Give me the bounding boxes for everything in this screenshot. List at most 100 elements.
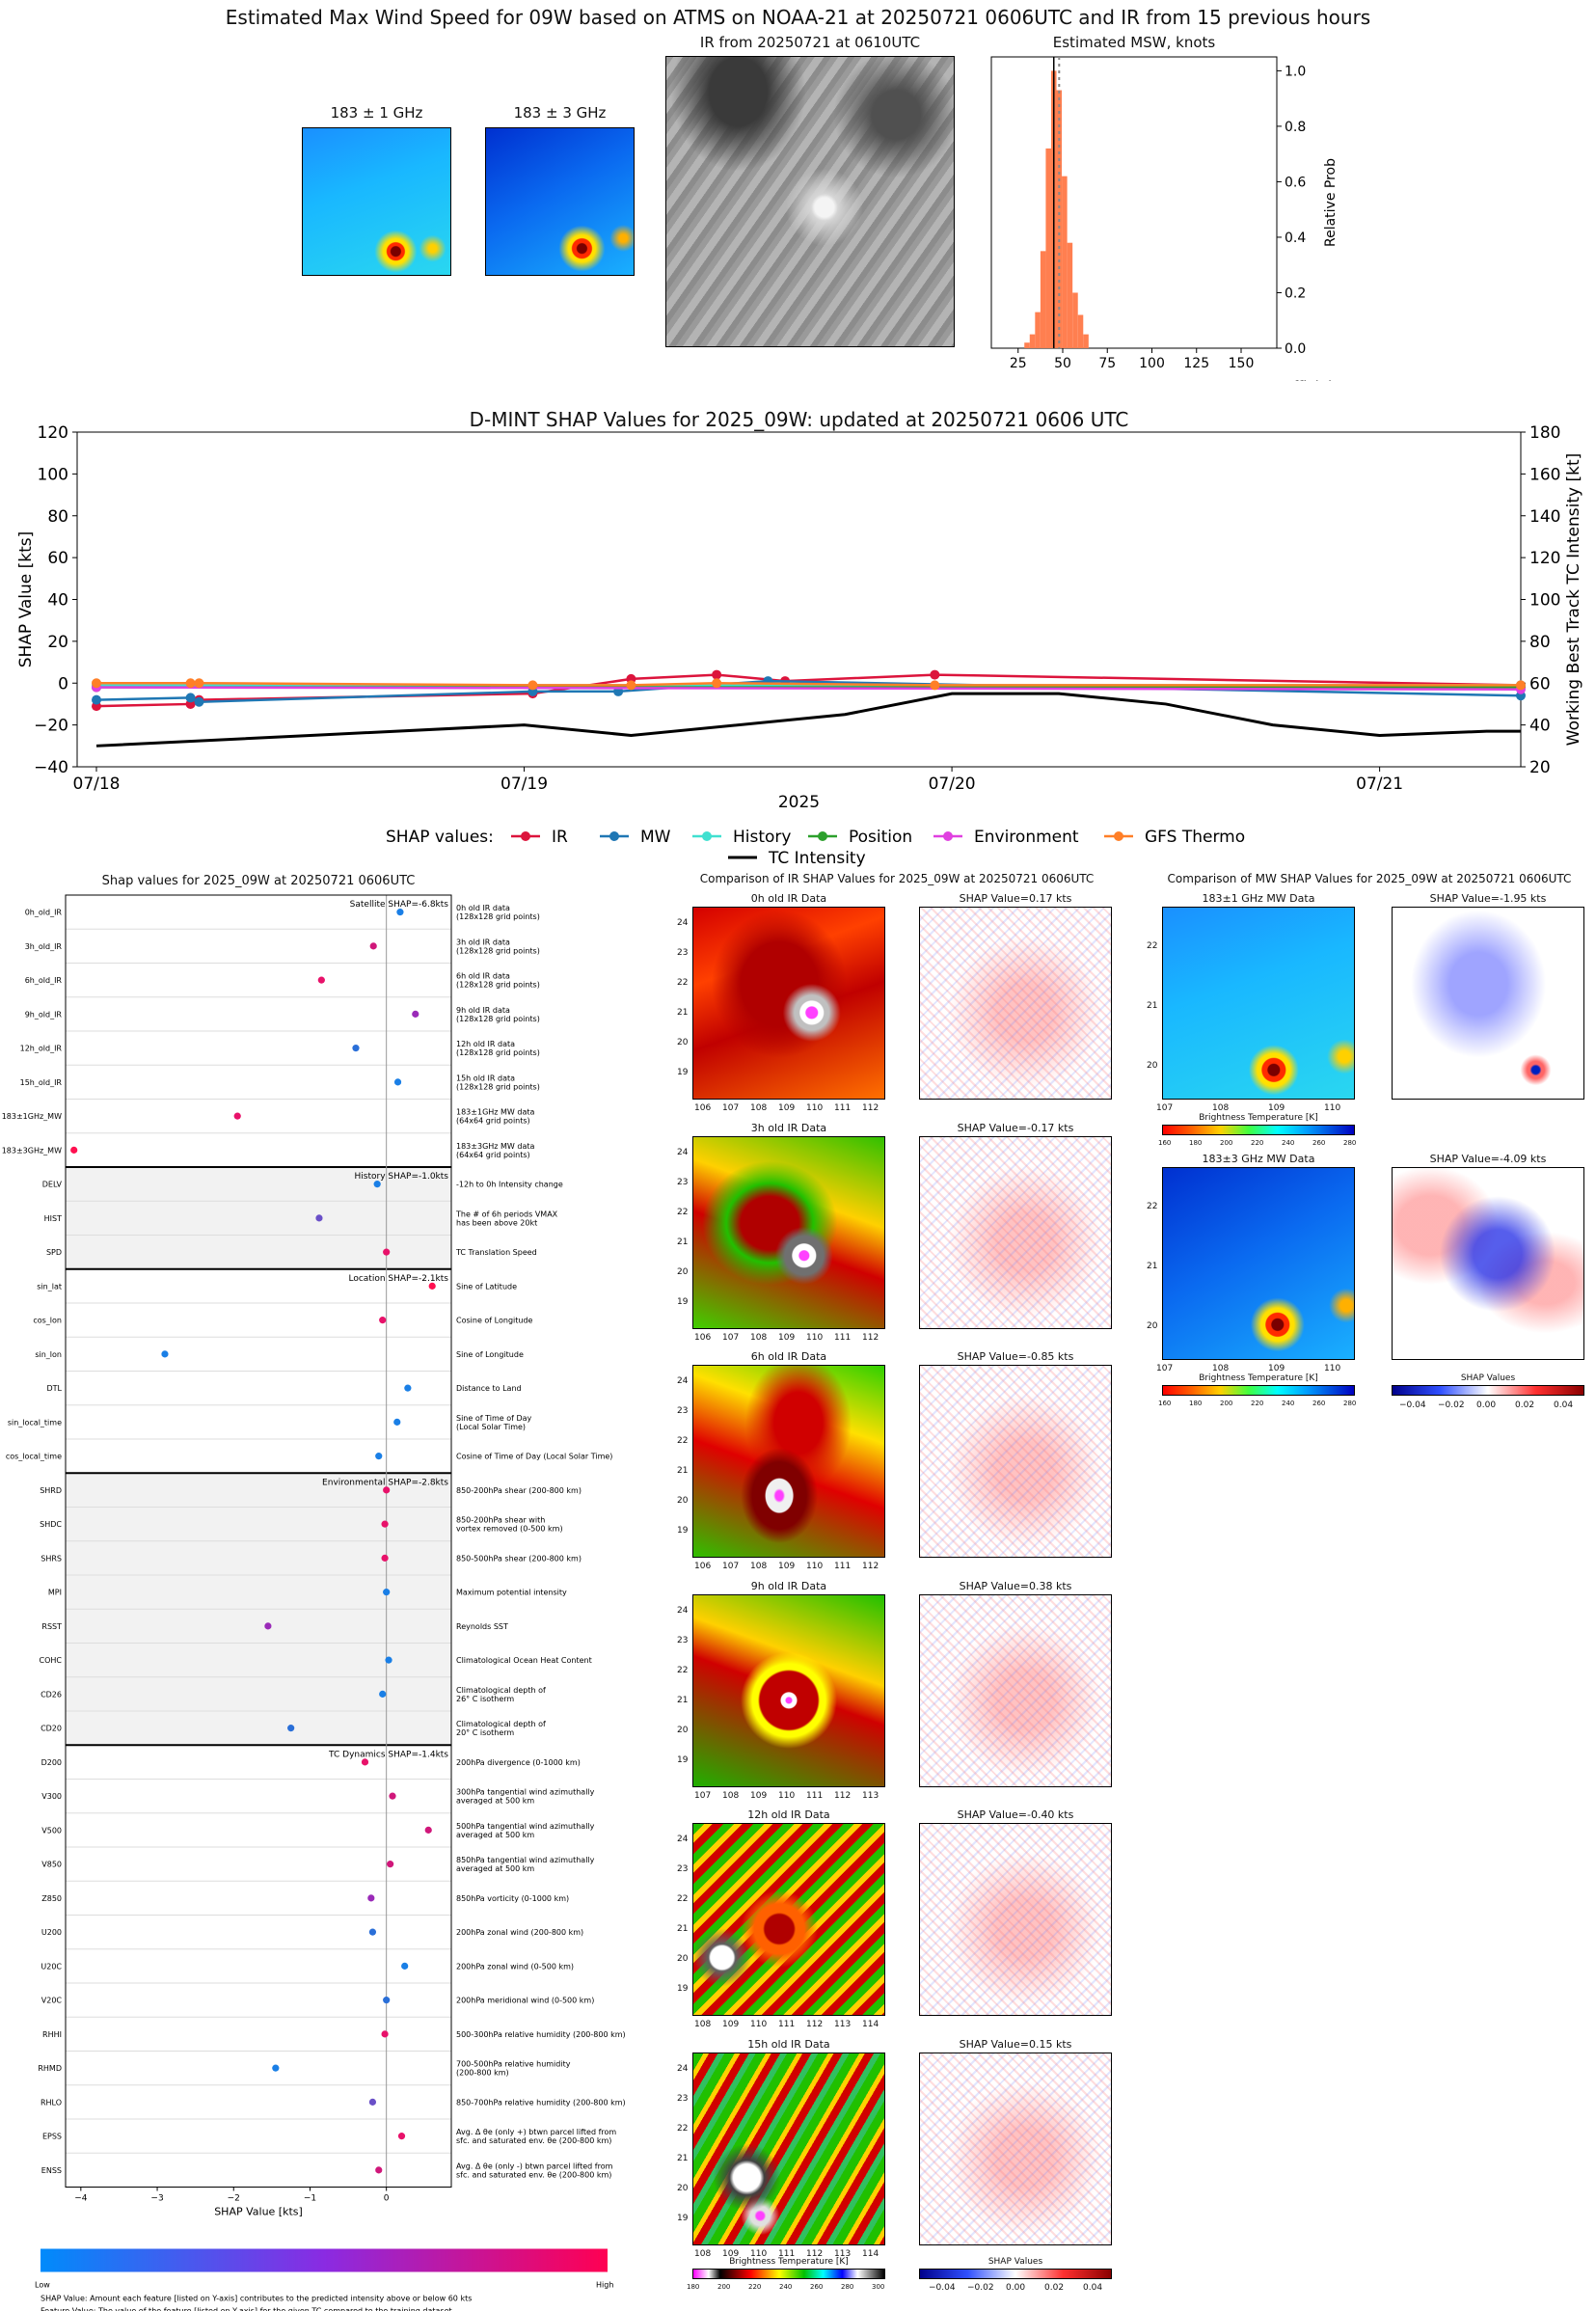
feat-xtick-label: −4 bbox=[74, 2194, 88, 2204]
mw-ytick-label: 20 bbox=[1147, 1061, 1158, 1071]
feat-row-desc: 26° C isotherm bbox=[456, 1695, 514, 1703]
feat-point bbox=[315, 1214, 323, 1222]
feat-row-label: SHDC bbox=[40, 1520, 62, 1529]
ir-shap-tick: 0.00 bbox=[1006, 2283, 1026, 2293]
feat-point bbox=[404, 1384, 412, 1392]
ir-xtick-label: 114 bbox=[862, 2248, 879, 2259]
feat-xtick-label: −1 bbox=[304, 2194, 316, 2204]
ts-legend-marker bbox=[818, 831, 827, 841]
ir-xtick-label: 110 bbox=[750, 2020, 768, 2029]
feat-group-label: Satellite SHAP=-6.8kts bbox=[350, 900, 449, 910]
feat-row-desc: sfc. and saturated env. θe (200-800 km) bbox=[456, 2136, 611, 2145]
mw-bt-tick: 200 bbox=[1220, 1400, 1233, 1407]
feat-point bbox=[317, 976, 325, 984]
ir-ytick-label: 19 bbox=[677, 1754, 689, 1765]
hist-xtick-label: 100 bbox=[1139, 356, 1165, 371]
ts-ytick-right-label: 60 bbox=[1529, 674, 1551, 693]
feat-row-label: 9h_old_IR bbox=[25, 1010, 63, 1019]
feat-row-label: COHC bbox=[40, 1656, 63, 1665]
ts-legend-prefix: SHAP values: bbox=[386, 828, 494, 847]
mw3-label: 183 ± 3 GHz bbox=[513, 104, 607, 122]
feat-point bbox=[412, 1010, 419, 1018]
feat-row-desc: (128x128 grid points) bbox=[456, 946, 540, 955]
hist-xtick-label: 25 bbox=[1010, 356, 1027, 371]
feat-row-label: RHMD bbox=[38, 2064, 62, 2073]
feat-row-desc: 850-700hPa relative humidity (200-800 km… bbox=[456, 2098, 626, 2107]
mw-bt-tick: 160 bbox=[1158, 1400, 1172, 1407]
ir-xtick-label: 109 bbox=[750, 1790, 768, 1801]
feat-row-desc: Cosine of Longitude bbox=[456, 1317, 533, 1325]
ir-shap-title: SHAP Value=0.15 kts bbox=[959, 2037, 1072, 2051]
feat-point bbox=[352, 1045, 360, 1052]
ir-ytick-label: 20 bbox=[677, 1725, 689, 1735]
hist-bar bbox=[1035, 312, 1041, 348]
ir-shap-tick: −0.04 bbox=[929, 2283, 956, 2293]
ir-data-image bbox=[692, 1135, 885, 1329]
ir-ytick-label: 21 bbox=[677, 1237, 689, 1247]
feat-row-label: MPI bbox=[48, 1589, 62, 1597]
ir-xtick-label: 112 bbox=[862, 1332, 879, 1343]
feat-row-desc: (128x128 grid points) bbox=[456, 1015, 540, 1023]
ir-shap-image bbox=[919, 2052, 1112, 2245]
msw-histogram: 25 50 75 100 125 150 0.0 0.2 0.4 0.6 0.8 1.0 Relativ… bbox=[990, 56, 1339, 381]
ir-shap-image bbox=[919, 1823, 1112, 2016]
ts-xlabel: 2025 bbox=[778, 793, 820, 812]
ts-series-point bbox=[1516, 680, 1526, 691]
ir-ytick-label: 23 bbox=[677, 1406, 689, 1416]
ir-xtick-label: 113 bbox=[834, 2020, 852, 2029]
ir-ytick-label: 21 bbox=[677, 2153, 689, 2163]
ir-ytick-label: 20 bbox=[677, 1496, 689, 1506]
ir-data-title: 12h old IR Data bbox=[747, 1808, 830, 1821]
ir-xtick-label: 109 bbox=[778, 1562, 796, 1571]
ir-ytick-label: 21 bbox=[677, 1466, 689, 1476]
ts-legend-label: MW bbox=[640, 828, 671, 847]
feat-row-desc: Climatological depth of bbox=[456, 1686, 546, 1695]
mw1-image bbox=[302, 127, 451, 276]
mw-xtick-label: 109 bbox=[1268, 1364, 1285, 1373]
mw3-image bbox=[485, 127, 635, 276]
ir-ytick-label: 23 bbox=[677, 1635, 689, 1645]
ir-ytick-label: 22 bbox=[677, 1894, 689, 1904]
feat-row-desc: Sine of Time of Day bbox=[456, 1414, 532, 1423]
feat-row-label: cos_lon bbox=[33, 1317, 62, 1325]
feat-point bbox=[375, 1453, 383, 1460]
feat-point bbox=[368, 2098, 377, 2106]
feat-point bbox=[272, 2064, 280, 2072]
feat-row-label: D200 bbox=[41, 1758, 62, 1767]
mw-bt-tick: 260 bbox=[1312, 1400, 1326, 1407]
feat-row-desc: Sine of Longitude bbox=[456, 1350, 524, 1359]
feat-point bbox=[287, 1725, 295, 1732]
ir-ytick-label: 19 bbox=[677, 1984, 689, 1994]
ir-shap-title: SHAP Value=-0.17 kts bbox=[957, 1121, 1074, 1134]
ir-xtick-label: 106 bbox=[694, 1562, 712, 1571]
shap-time-title: D-MINT SHAP Values for 2025_09W: updated… bbox=[469, 408, 1129, 431]
feat-row-desc: 200hPa divergence (0-1000 km) bbox=[456, 1758, 581, 1767]
feat-row-desc: 183±3GHz MW data bbox=[456, 1142, 534, 1151]
mw-shap-tick: 0.00 bbox=[1476, 1400, 1497, 1410]
feat-row-label: SHRS bbox=[41, 1554, 62, 1563]
mw-ytick-label: 20 bbox=[1147, 1321, 1158, 1331]
feat-point bbox=[397, 2133, 406, 2140]
ir-ytick-label: 24 bbox=[677, 1147, 689, 1157]
hist-ytick-label: 0.0 bbox=[1285, 341, 1306, 357]
feat-row-label: DTL bbox=[46, 1384, 62, 1393]
feat-point bbox=[383, 1486, 391, 1494]
feat-row-label: RHHI bbox=[42, 2030, 62, 2039]
mw-bt-tick: 260 bbox=[1312, 1139, 1326, 1147]
ir-ytick-label: 22 bbox=[677, 1436, 689, 1446]
ts-legend-label: History bbox=[733, 828, 791, 847]
hist-bar bbox=[1024, 342, 1030, 348]
ir-ytick-label: 24 bbox=[677, 1376, 689, 1386]
feat-row-label: V300 bbox=[41, 1792, 62, 1801]
ir-xtick-label: 106 bbox=[694, 1332, 712, 1343]
ir-bt-tick: 240 bbox=[779, 2283, 793, 2291]
feat-xtick-label: 0 bbox=[384, 2194, 390, 2204]
feat-point bbox=[383, 1248, 391, 1256]
feat-point bbox=[368, 1928, 377, 1936]
feat-row-label: SHRD bbox=[40, 1486, 62, 1495]
feat-row-desc: Climatological depth of bbox=[456, 1720, 546, 1728]
ts-ytick-right-label: 140 bbox=[1529, 507, 1560, 527]
mw-bt-tick: 180 bbox=[1189, 1400, 1203, 1407]
feat-point bbox=[379, 1690, 387, 1698]
feat-point bbox=[424, 1826, 432, 1834]
